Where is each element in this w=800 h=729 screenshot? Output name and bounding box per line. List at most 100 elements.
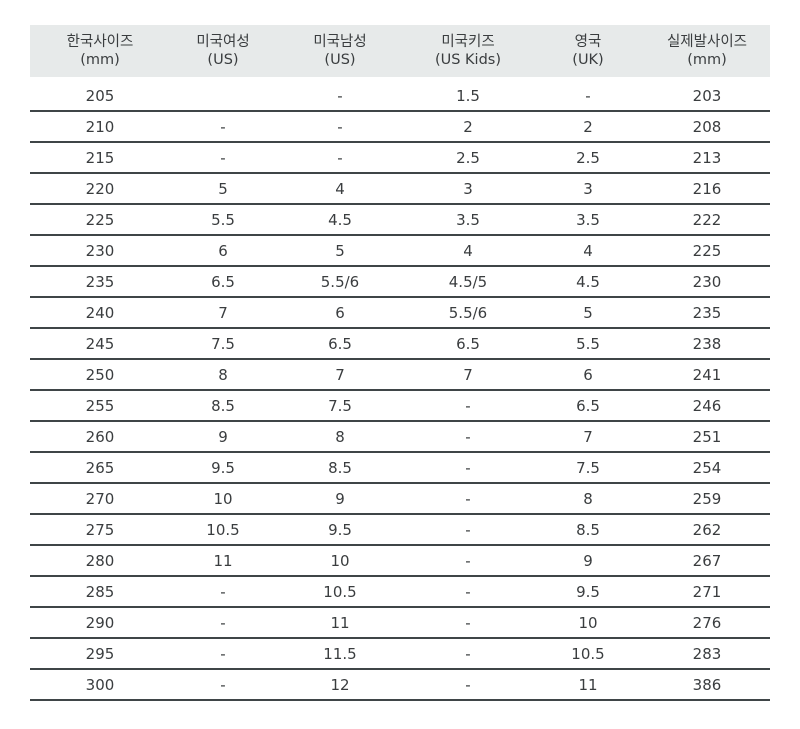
column-header: 영국 (UK): [532, 33, 644, 69]
table-cell: 8: [583, 489, 593, 508]
column-header: 미국남성 (US): [276, 33, 404, 69]
size-chart-table: 한국사이즈 (mm) 미국여성 (US) 미국남성 (US) 미국키즈 (US Kids) 영국…: [30, 25, 770, 701]
table-cell: 285: [85, 582, 115, 601]
table-row: 210 - - 2 2 208: [30, 112, 770, 143]
table-row: 215 - - 2.5 2.5 213: [30, 143, 770, 174]
table-cell: 8.5: [576, 520, 600, 539]
table-cell: -: [220, 148, 226, 167]
table-cell: 265: [85, 458, 115, 477]
column-header-line1: 한국사이즈: [66, 34, 134, 50]
table-cell: 7.5: [576, 458, 600, 477]
table-row: 245 7.5 6.5 6.5 5.5 238: [30, 329, 770, 360]
table-cell: 225: [692, 241, 722, 260]
table-row: 230 6 5 4 4 225: [30, 236, 770, 267]
table-cell: 5.5: [211, 210, 235, 229]
table-cell: -: [465, 458, 471, 477]
table-cell: 5.5/6: [320, 272, 360, 291]
table-cell: 11: [330, 613, 350, 632]
table-cell: 10: [578, 613, 598, 632]
table-row: 205 - 1.5 - 203: [30, 81, 770, 112]
table-cell: 10: [213, 489, 233, 508]
table-cell: 7: [463, 365, 473, 384]
table-cell: 220: [85, 179, 115, 198]
table-row: 235 6.5 5.5/6 4.5/5 4.5 230: [30, 267, 770, 298]
column-header: 실제발사이즈 (mm): [644, 33, 770, 69]
table-cell: 3.5: [576, 210, 600, 229]
table-cell: 5: [335, 241, 345, 260]
column-header-line2: (mm): [687, 52, 727, 68]
table-row: 295 - 11.5 - 10.5 283: [30, 639, 770, 670]
table-cell: 250: [85, 365, 115, 384]
table-body: 205 - 1.5 - 203 210 - - 2 2 208 215 - - 2.5 2.5 213 220 5 4…: [30, 77, 770, 701]
table-cell: 4.5/5: [448, 272, 488, 291]
table-cell: 276: [692, 613, 722, 632]
table-cell: 4: [335, 179, 345, 198]
table-cell: 10.5: [323, 582, 357, 601]
table-cell: 10: [330, 551, 350, 570]
table-cell: 254: [692, 458, 722, 477]
table-cell: 7.5: [211, 334, 235, 353]
table-cell: 8: [218, 365, 228, 384]
table-cell: 235: [85, 272, 115, 291]
table-cell: 295: [85, 644, 115, 663]
table-cell: 8: [335, 427, 345, 446]
table-cell: 9.5: [576, 582, 600, 601]
table-row: 270 10 9 - 8 259: [30, 484, 770, 515]
table-cell: 10.5: [571, 644, 605, 663]
table-row: 220 5 4 3 3 216: [30, 174, 770, 205]
table-cell: 2: [583, 117, 593, 136]
table-cell: -: [337, 86, 343, 105]
table-cell: 235: [692, 303, 722, 322]
table-cell: 9: [218, 427, 228, 446]
table-cell: 290: [85, 613, 115, 632]
column-header-line2: (US Kids): [434, 52, 502, 68]
table-cell: 11: [213, 551, 233, 570]
table-cell: 6: [218, 241, 228, 260]
column-header-line1: 미국키즈: [441, 34, 495, 50]
table-cell: 4: [583, 241, 593, 260]
table-row: 275 10.5 9.5 - 8.5 262: [30, 515, 770, 546]
table-cell: 241: [692, 365, 722, 384]
table-cell: -: [465, 613, 471, 632]
table-row: 240 7 6 5.5/6 5 235: [30, 298, 770, 329]
table-cell: 230: [85, 241, 115, 260]
table-cell: -: [465, 489, 471, 508]
table-cell: 4.5: [328, 210, 352, 229]
column-header: 미국여성 (US): [170, 33, 276, 69]
table-cell: -: [337, 117, 343, 136]
table-cell: 9: [335, 489, 345, 508]
table-cell: -: [465, 551, 471, 570]
table-cell: 283: [692, 644, 722, 663]
table-cell: 7: [218, 303, 228, 322]
table-cell: 3: [583, 179, 593, 198]
column-header: 한국사이즈 (mm): [30, 33, 170, 69]
table-cell: 9.5: [211, 458, 235, 477]
table-cell: 9.5: [328, 520, 352, 539]
table-cell: 9: [583, 551, 593, 570]
table-row: 280 11 10 - 9 267: [30, 546, 770, 577]
table-cell: 251: [692, 427, 722, 446]
table-cell: 12: [330, 675, 350, 694]
table-cell: 267: [692, 551, 722, 570]
table-cell: 7.5: [328, 396, 352, 415]
table-cell: 210: [85, 117, 115, 136]
table-row: 290 - 11 - 10 276: [30, 608, 770, 639]
table-cell: 5: [218, 179, 228, 198]
table-cell: 260: [85, 427, 115, 446]
table-cell: 245: [85, 334, 115, 353]
table-cell: 7: [335, 365, 345, 384]
table-cell: 1.5: [456, 86, 480, 105]
table-cell: 203: [692, 86, 722, 105]
table-cell: 4: [463, 241, 473, 260]
table-cell: 300: [85, 675, 115, 694]
table-cell: 208: [692, 117, 722, 136]
table-cell: 6.5: [576, 396, 600, 415]
table-cell: 5: [583, 303, 593, 322]
column-header-line1: 미국여성: [196, 34, 250, 50]
table-cell: 238: [692, 334, 722, 353]
table-cell: 4.5: [576, 272, 600, 291]
table-cell: 259: [692, 489, 722, 508]
table-cell: 6.5: [211, 272, 235, 291]
table-cell: -: [465, 396, 471, 415]
table-cell: 246: [692, 396, 722, 415]
